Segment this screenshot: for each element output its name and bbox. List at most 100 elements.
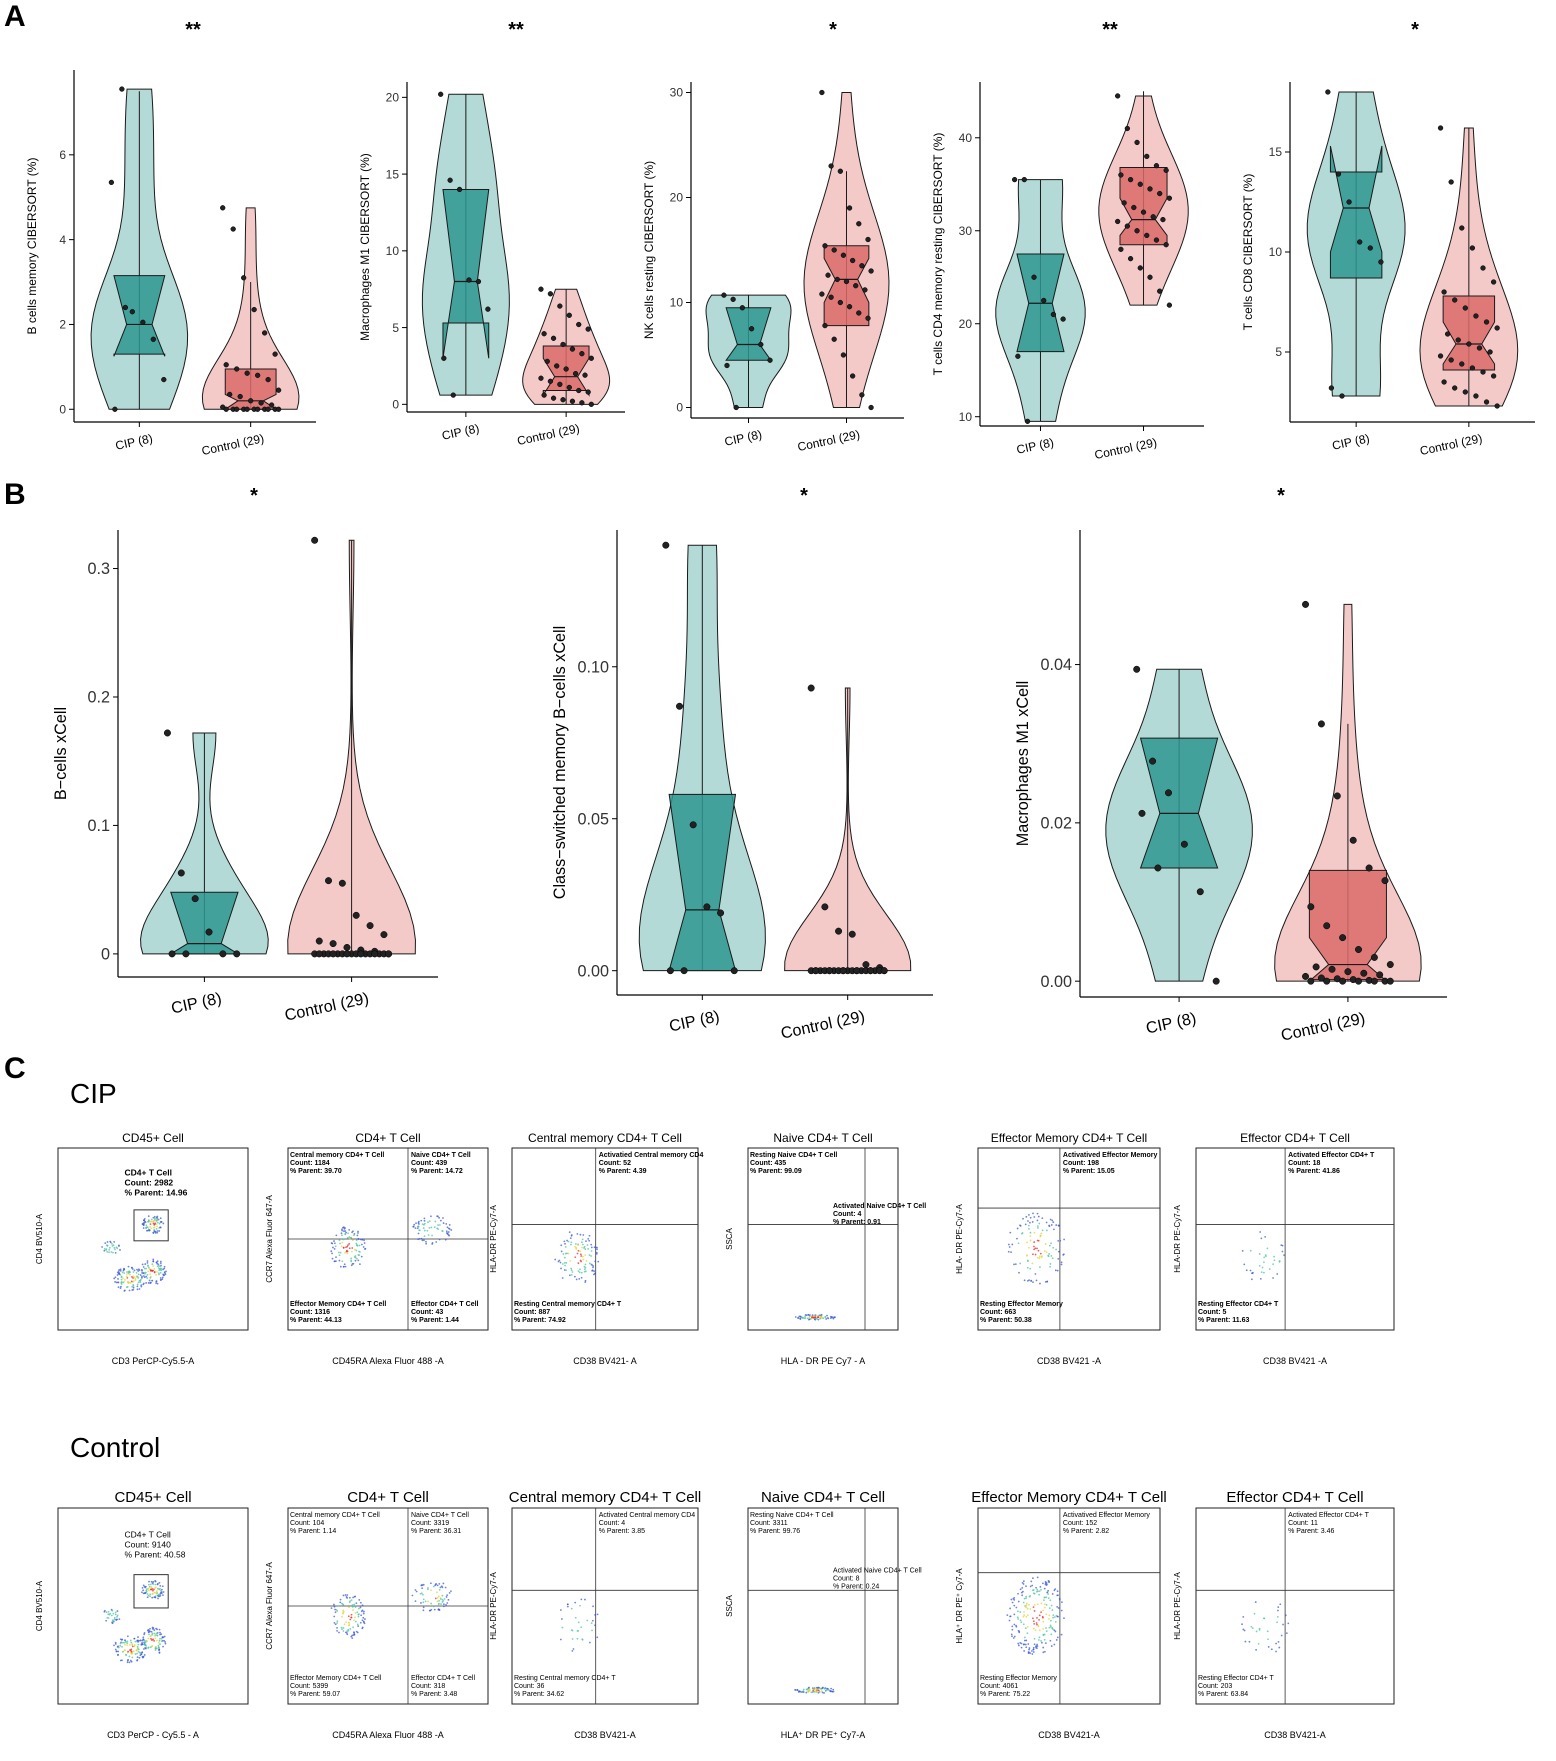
x-axis-label: CD38 BV421 -A [1037, 1356, 1101, 1366]
y-tick-label: 30 [959, 224, 973, 238]
plot-frame [511, 1147, 699, 1331]
event-dot [114, 1251, 117, 1254]
event-dot [1006, 1614, 1009, 1617]
event-dot [133, 1276, 136, 1279]
event-dot [142, 1584, 145, 1587]
data-point [1180, 840, 1188, 848]
event-dot [354, 1259, 357, 1262]
data-point [560, 397, 566, 403]
event-dot [1244, 1640, 1247, 1643]
event-dot [1043, 1599, 1045, 1602]
event-dot [1053, 1228, 1055, 1231]
y-tick-label: 40 [959, 131, 973, 145]
event-dot [1013, 1623, 1016, 1626]
event-dot [585, 1260, 588, 1262]
event-dot [363, 1242, 366, 1244]
event-dot [156, 1260, 159, 1263]
y-axis-label: Macrophages M1 xCell [1014, 681, 1032, 847]
event-dot [142, 1638, 145, 1641]
event-dot [438, 1238, 441, 1241]
data-point [1344, 968, 1352, 976]
x-tick-label: CIP (8) [668, 1007, 722, 1035]
data-point [1462, 389, 1468, 395]
event-dot [354, 1255, 357, 1257]
event-dot [109, 1240, 112, 1243]
gate-label: Count: 11 [1288, 1520, 1318, 1527]
data-point [739, 305, 746, 311]
event-dot [1025, 1646, 1028, 1649]
event-dot [165, 1270, 167, 1273]
event-dot [353, 1619, 356, 1622]
event-dot [357, 1230, 359, 1233]
data-point [862, 961, 870, 969]
event-dot [561, 1618, 563, 1620]
gate-label: Count: 1184 [290, 1160, 330, 1167]
event-dot [584, 1598, 586, 1601]
y-tick-label: 20 [670, 191, 684, 205]
event-dot [579, 1250, 582, 1253]
event-dot [819, 1314, 821, 1317]
event-dot [1050, 1604, 1053, 1607]
event-dot [361, 1604, 364, 1607]
event-dot [140, 1285, 143, 1288]
event-dot [442, 1599, 445, 1602]
data-point [880, 967, 888, 975]
event-dot [161, 1636, 164, 1638]
event-dot [1031, 1262, 1034, 1265]
data-point [550, 395, 557, 401]
event-dot [136, 1275, 139, 1278]
event-dot [423, 1239, 425, 1242]
event-dot [422, 1598, 425, 1601]
event-dot [1287, 1622, 1290, 1625]
event-dot [120, 1283, 123, 1285]
event-dot [561, 1277, 564, 1279]
data-point [1163, 167, 1169, 173]
event-dot [445, 1230, 448, 1233]
data-point [730, 967, 738, 975]
event-dot [154, 1647, 157, 1650]
event-dot [146, 1260, 149, 1262]
event-dot [121, 1641, 124, 1644]
event-dot [158, 1639, 161, 1642]
y-tick-label: 4 [59, 233, 66, 247]
event-dot [1241, 1623, 1243, 1626]
event-dot [1264, 1235, 1267, 1238]
event-dot [119, 1644, 122, 1647]
event-dot [575, 1278, 578, 1281]
event-dot [143, 1641, 146, 1643]
event-dot [1276, 1615, 1279, 1618]
event-dot [158, 1230, 161, 1232]
gate-label: Resting Central memory CD4+ T [514, 1301, 622, 1308]
event-dot [1041, 1641, 1043, 1644]
event-dot [563, 1256, 566, 1259]
data-point [572, 370, 579, 377]
event-dot [1258, 1264, 1261, 1267]
event-dot [147, 1215, 150, 1218]
data-point [1138, 809, 1146, 817]
event-dot [1263, 1271, 1265, 1274]
event-dot [1008, 1246, 1011, 1248]
event-dot [807, 1313, 810, 1316]
event-dot [142, 1223, 145, 1226]
event-dot [431, 1234, 433, 1237]
event-dot [574, 1243, 577, 1245]
event-dot [359, 1263, 361, 1266]
event-dot [1280, 1244, 1283, 1247]
data-point [1118, 246, 1124, 253]
event-dot [1275, 1650, 1277, 1653]
event-dot [1029, 1608, 1032, 1610]
plot-frame [747, 1507, 899, 1705]
data-point [724, 362, 730, 369]
data-point [835, 927, 843, 935]
event-dot [1057, 1224, 1060, 1227]
event-dot [129, 1273, 132, 1276]
event-dot [113, 1277, 116, 1280]
event-dot [1261, 1266, 1264, 1269]
data-point [868, 268, 874, 274]
data-point [1302, 600, 1310, 608]
significance-label: * [829, 19, 837, 41]
event-dot [348, 1228, 351, 1231]
event-dot [364, 1247, 367, 1250]
event-dot [568, 1274, 571, 1277]
event-dot [129, 1659, 132, 1662]
